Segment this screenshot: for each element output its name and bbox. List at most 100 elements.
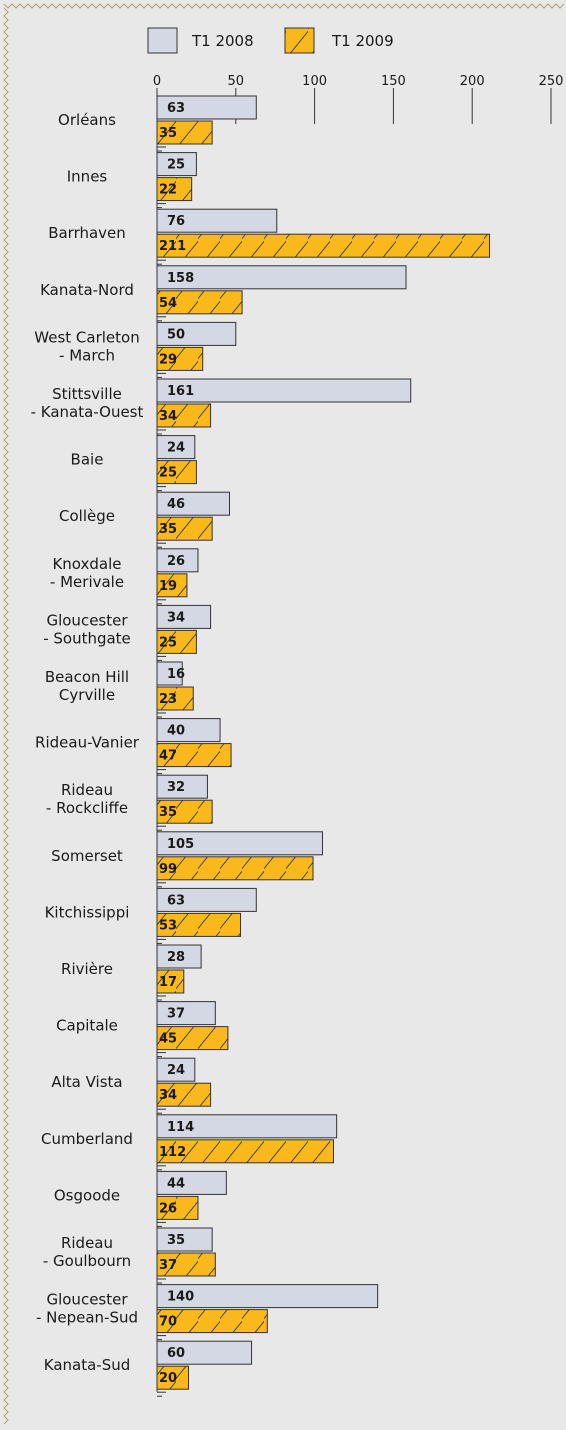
bar-value-2009: 112	[159, 1145, 186, 1160]
bar-value-2009: 34	[159, 1088, 177, 1103]
bar-2009	[156, 1139, 335, 1164]
bar-value-2009: 29	[159, 352, 177, 367]
bar-2008	[156, 1227, 213, 1252]
category-label: Alta Vista	[51, 1073, 122, 1091]
bar-value-2009: 35	[159, 805, 177, 820]
bar-2008	[156, 1284, 379, 1309]
bar-value-2009: 26	[159, 1201, 177, 1216]
bar-value-2008: 158	[167, 271, 194, 286]
category-labels: Orléans Innes Barrhaven Kanata-Nord West Car…	[31, 111, 144, 1374]
bar-value-2008: 25	[167, 158, 185, 173]
category-label: - Kanata-Ouest	[31, 403, 144, 421]
legend-swatch-2008	[147, 27, 178, 54]
category-label: Rideau	[61, 781, 113, 799]
bar-value-2009: 20	[159, 1371, 177, 1386]
top-border	[3, 3, 565, 9]
legend-label-2008: T1 2008	[191, 32, 254, 50]
x-tick-label-150: 150	[381, 74, 406, 89]
bar-value-2008: 60	[167, 1346, 185, 1361]
bar-2009	[156, 460, 197, 485]
bar-value-2008: 161	[167, 384, 194, 399]
bar-value-2008: 63	[167, 893, 185, 908]
bar-2008	[156, 944, 202, 969]
bar-2009	[156, 743, 232, 768]
category-label: - March	[59, 346, 115, 364]
bar-value-2009: 53	[159, 918, 177, 933]
bar-2009	[156, 1252, 216, 1277]
bar-2008	[156, 1001, 216, 1026]
bar-value-2009: 99	[159, 862, 177, 877]
bar-value-2008: 63	[167, 101, 185, 116]
bar-value-2008: 28	[167, 950, 185, 965]
bar-2008	[156, 321, 237, 346]
bar-2009	[156, 1309, 268, 1334]
legend-label-2009: T1 2009	[331, 32, 394, 50]
bar-value-2008: 46	[167, 497, 185, 512]
x-tick-label-50: 50	[228, 74, 245, 89]
bar-value-2008: 34	[167, 610, 185, 625]
legend-swatch-2009	[284, 27, 315, 54]
bar-value-2008: 32	[167, 780, 185, 795]
bar-value-2008: 140	[167, 1290, 194, 1305]
bar-value-2008: 24	[167, 441, 185, 456]
bar-value-2009: 45	[159, 1032, 177, 1047]
category-label: - Merivale	[50, 573, 124, 591]
bar-2009	[156, 1195, 199, 1220]
bar-value-2008: 114	[167, 1120, 194, 1135]
bar-value-2009: 35	[159, 522, 177, 537]
bar-2009	[156, 120, 213, 145]
bar-2009	[156, 629, 197, 654]
bar-2009	[156, 403, 212, 428]
category-label: Cyrville	[59, 686, 115, 704]
x-tick-label-200: 200	[460, 74, 485, 89]
bar-2009	[156, 1082, 212, 1107]
bar-2009	[156, 177, 193, 202]
bar-2008	[156, 831, 323, 856]
category-label: Beacon Hill	[45, 668, 129, 686]
category-label: Kitchissippi	[45, 903, 130, 921]
bar-value-2009: 37	[159, 1258, 177, 1273]
bar-2008	[156, 887, 257, 912]
bar-2009	[156, 516, 213, 541]
bar-2008	[156, 265, 407, 290]
bar-2008	[156, 435, 196, 460]
bar-value-2009: 25	[159, 635, 177, 650]
bar-2009	[156, 290, 243, 315]
bar-2008	[156, 774, 208, 799]
bar-2008	[156, 548, 199, 573]
bar-value-2009: 25	[159, 466, 177, 481]
bar-2009	[156, 969, 185, 994]
bar-2009	[156, 1026, 229, 1051]
bar-2009	[156, 686, 194, 711]
bar-value-2009: 47	[159, 749, 177, 764]
bar-value-2009: 54	[159, 296, 177, 311]
category-label: - Goulbourn	[43, 1252, 131, 1270]
category-label: Knoxdale	[52, 555, 121, 573]
category-label: West Carleton	[34, 328, 139, 346]
bar-value-2008: 44	[167, 1176, 185, 1191]
x-tick-label-0: 0	[153, 74, 161, 89]
bar-value-2009: 23	[159, 692, 177, 707]
bar-value-2008: 26	[167, 554, 185, 569]
bar-value-2009: 22	[159, 183, 177, 198]
bar-2008	[156, 1170, 227, 1195]
bar-2009	[156, 573, 188, 598]
bar-value-2008: 24	[167, 1063, 185, 1078]
bar-2009	[156, 346, 204, 371]
bar-2009	[156, 233, 491, 258]
category-label: Somerset	[51, 847, 123, 865]
bars: 63 35 25 22 76 211 158 54 50 29 161 34 24 25 46 35 26 19 3…	[156, 95, 491, 1397]
x-tick-label-100: 100	[302, 74, 327, 89]
bar-2008	[156, 491, 230, 516]
bar-2008	[156, 718, 221, 743]
category-label: - Nepean-Sud	[36, 1309, 138, 1327]
bar-2009	[156, 912, 242, 937]
bar-value-2008: 40	[167, 724, 185, 739]
bar-value-2009: 17	[159, 975, 177, 990]
category-label: Collège	[59, 507, 115, 525]
bar-value-2008: 50	[167, 327, 185, 342]
category-label: Innes	[67, 168, 108, 186]
bar-2009	[156, 1365, 190, 1390]
category-label: Barrhaven	[48, 224, 126, 242]
